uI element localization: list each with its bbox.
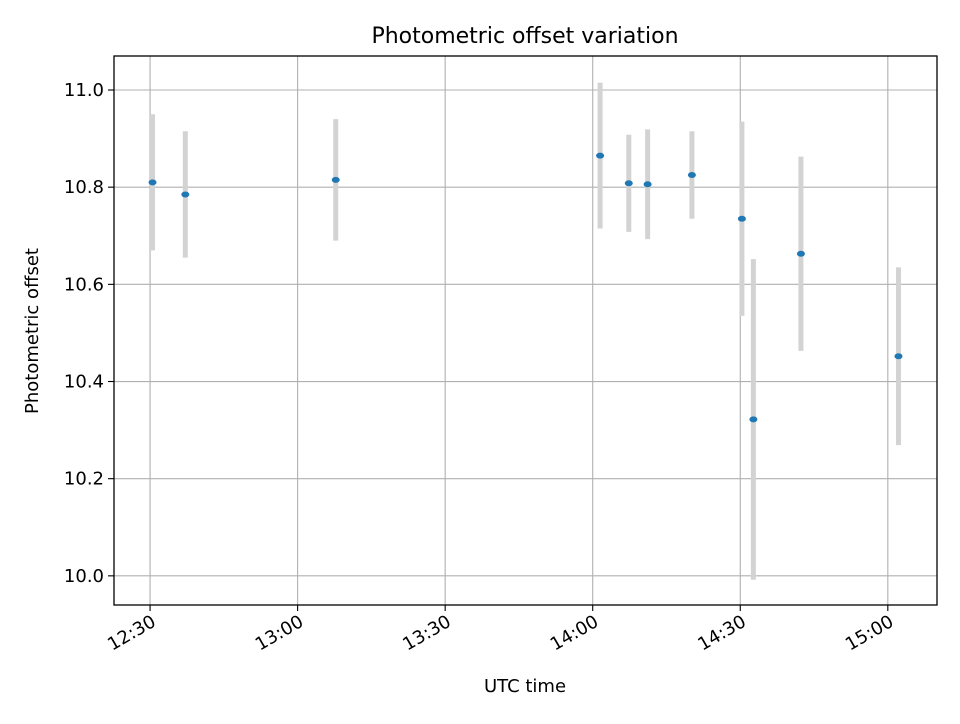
x-tick-label: 14:00 bbox=[547, 611, 602, 655]
grid-lines bbox=[114, 56, 937, 605]
y-axis-ticks: 10.0 10.2 10.4 10.6 10.8 11.0 bbox=[64, 80, 114, 587]
data-point bbox=[596, 152, 605, 159]
y-tick-label: 10.6 bbox=[64, 274, 104, 295]
data-points bbox=[148, 152, 903, 423]
x-tick-label: 13:00 bbox=[252, 611, 307, 655]
x-axis-label: UTC time bbox=[484, 676, 566, 697]
data-point bbox=[643, 181, 652, 188]
data-point bbox=[181, 191, 190, 198]
x-tick-label: 12:30 bbox=[104, 611, 159, 655]
y-tick-label: 10.0 bbox=[64, 566, 104, 587]
plot-area-frame bbox=[113, 55, 938, 606]
error-bars bbox=[150, 82, 901, 580]
y-tick-label: 10.8 bbox=[64, 177, 104, 198]
data-point bbox=[687, 172, 696, 179]
data-point bbox=[796, 250, 805, 257]
data-point bbox=[148, 179, 157, 186]
data-point bbox=[331, 176, 340, 183]
x-tick-label: 14:30 bbox=[694, 611, 749, 655]
data-point bbox=[749, 416, 758, 423]
x-axis-ticks: 12:30 13:00 13:30 14:00 14:30 15:00 bbox=[104, 605, 897, 655]
data-point bbox=[624, 180, 633, 187]
y-tick-label: 10.4 bbox=[64, 372, 104, 393]
data-point bbox=[737, 215, 746, 222]
y-tick-label: 10.2 bbox=[64, 469, 104, 490]
chart-title: Photometric offset variation bbox=[371, 24, 678, 49]
y-tick-label: 11.0 bbox=[64, 80, 104, 101]
x-tick-label: 13:30 bbox=[399, 611, 454, 655]
y-axis-label: Photometric offset bbox=[22, 248, 43, 414]
data-point bbox=[894, 353, 903, 360]
x-tick-label: 15:00 bbox=[842, 611, 897, 655]
